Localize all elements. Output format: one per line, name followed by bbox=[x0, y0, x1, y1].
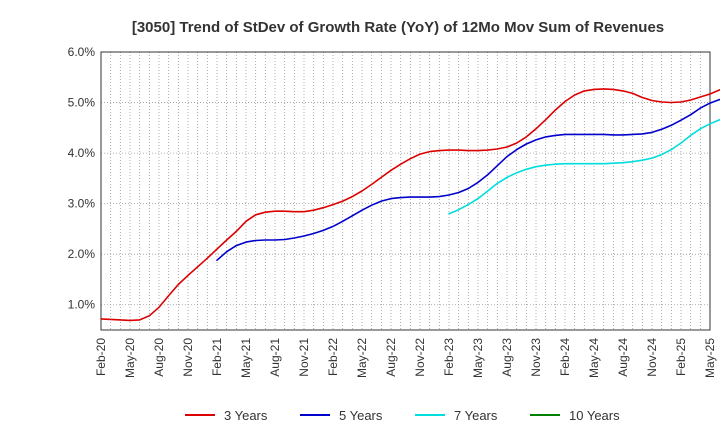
legend-label: 5 Years bbox=[339, 408, 383, 423]
series-lines bbox=[100, 88, 720, 322]
x-tick-label: Nov-20 bbox=[181, 338, 195, 377]
x-tick-label: Nov-21 bbox=[297, 338, 311, 377]
x-tick-label: Feb-23 bbox=[442, 338, 456, 376]
y-tick-label: 4.0% bbox=[68, 146, 96, 160]
legend-label: 3 Years bbox=[224, 408, 268, 423]
legend: 3 Years 5 Years 7 Years 10 Years bbox=[185, 408, 620, 423]
y-tick-label: 3.0% bbox=[68, 197, 96, 211]
x-tick-label: Feb-22 bbox=[326, 338, 340, 376]
legend-label: 10 Years bbox=[569, 408, 620, 423]
x-tick-label: Nov-23 bbox=[529, 338, 543, 377]
x-tick-label: Aug-24 bbox=[616, 338, 630, 377]
plot-frame bbox=[100, 51, 711, 331]
axes: 1.0% 2.0% 3.0% 4.0% 5.0% 6.0% Feb-20 May-20 Aug-… bbox=[68, 45, 717, 378]
x-tick-label: May-25 bbox=[703, 338, 717, 378]
x-tick-label: Aug-20 bbox=[152, 338, 166, 377]
y-tick-label: 2.0% bbox=[68, 247, 96, 261]
y-tick-label: 6.0% bbox=[68, 45, 96, 59]
x-tick-label: Aug-21 bbox=[268, 338, 282, 377]
x-tick-label: Nov-24 bbox=[645, 338, 659, 377]
x-tick-label: Feb-25 bbox=[674, 338, 688, 376]
x-tick-label: May-22 bbox=[355, 338, 369, 378]
x-tick-label: Aug-23 bbox=[500, 338, 514, 377]
x-tick-label: May-21 bbox=[239, 338, 253, 378]
series-line-3-years bbox=[100, 88, 720, 322]
grid bbox=[101, 51, 710, 330]
series-line-7-years bbox=[448, 118, 720, 215]
x-tick-label: Nov-22 bbox=[413, 338, 427, 377]
series-line-5-years bbox=[216, 98, 720, 262]
x-tick-label: May-23 bbox=[471, 338, 485, 378]
y-tick-label: 1.0% bbox=[68, 298, 96, 312]
x-tick-label: Aug-22 bbox=[384, 338, 398, 377]
x-tick-label: Feb-21 bbox=[210, 338, 224, 376]
x-tick-label: May-24 bbox=[587, 338, 601, 378]
legend-label: 7 Years bbox=[454, 408, 498, 423]
x-tick-label: May-20 bbox=[123, 338, 137, 378]
chart-title: [3050] Trend of StDev of Growth Rate (Yo… bbox=[132, 19, 664, 36]
x-tick-label: Feb-24 bbox=[558, 338, 572, 376]
x-tick-label: Feb-20 bbox=[94, 338, 108, 376]
y-tick-label: 5.0% bbox=[68, 96, 96, 110]
